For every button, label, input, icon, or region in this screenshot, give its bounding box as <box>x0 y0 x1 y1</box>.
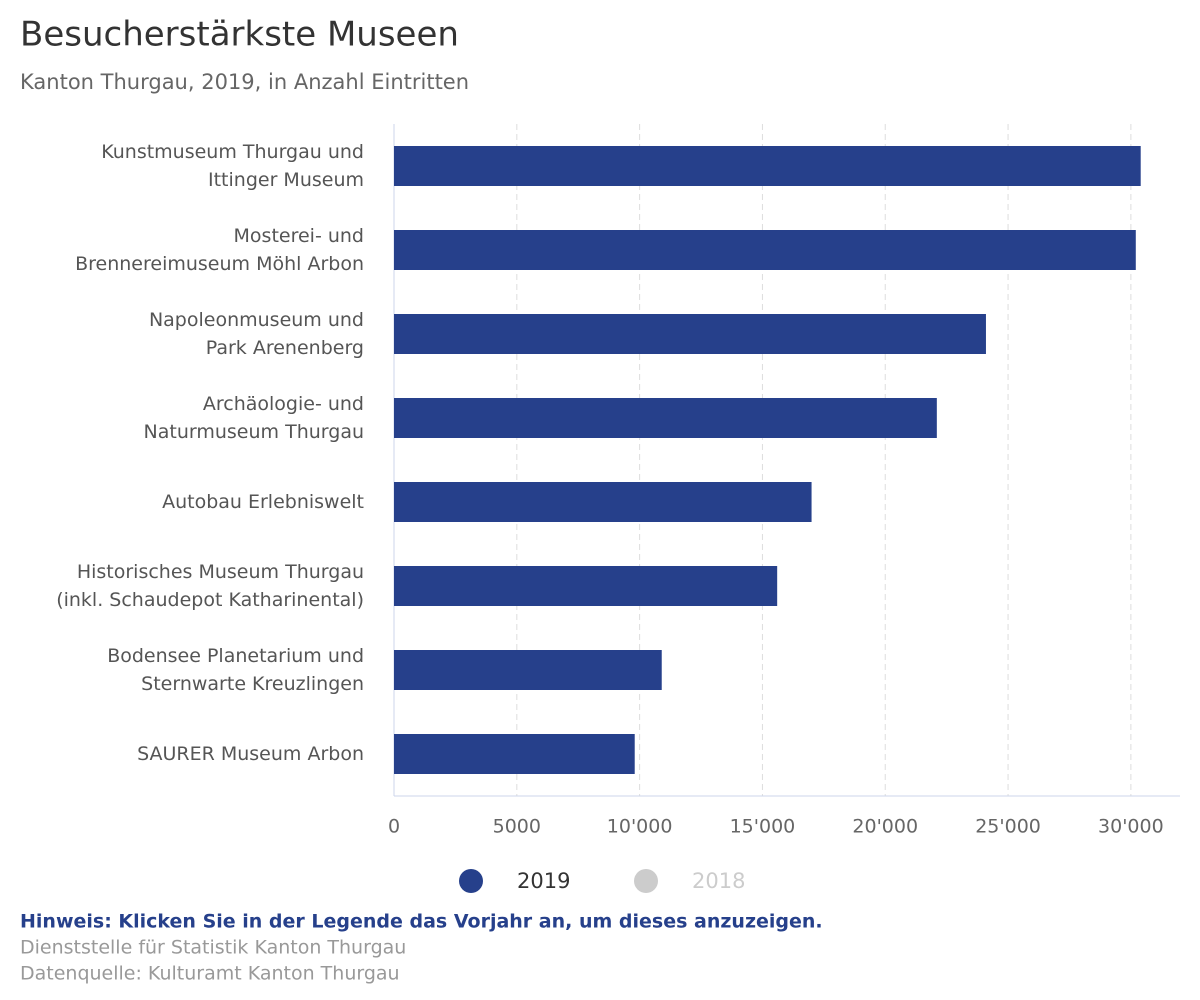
y-tick-label: Kunstmuseum Thurgau und Ittinger Museum <box>101 141 364 191</box>
bar <box>394 146 1141 186</box>
y-tick-label-line: Historisches Museum Thurgau <box>77 561 364 583</box>
y-tick-label: Napoleonmuseum und Park Arenenberg <box>149 309 364 359</box>
legend-label[interactable]: 2018 <box>692 869 745 893</box>
bar <box>394 566 778 606</box>
y-tick-label-line: Napoleonmuseum und <box>149 309 364 331</box>
x-tick-label: 20'000 <box>852 816 918 838</box>
y-tick-label-line: Park Arenenberg <box>206 337 364 359</box>
x-tick-label: 30'000 <box>1098 816 1164 838</box>
y-tick-label: Mosterei- und Brennereimuseum Möhl Arbon <box>75 225 364 275</box>
legend-marker[interactable] <box>459 869 483 893</box>
x-tick-label: 10'000 <box>607 816 673 838</box>
chart-subtitle: Kanton Thurgau, 2019, in Anzahl Eintritt… <box>20 70 469 94</box>
y-tick-label-line: (inkl. Schaudepot Katharinental) <box>56 589 364 611</box>
y-tick-label: Autobau Erlebniswelt <box>162 491 364 513</box>
bar <box>394 482 812 522</box>
y-tick-label: Historisches Museum Thurgau (inkl. Schaud… <box>56 561 364 611</box>
source: Datenquelle: Kulturamt Kanton Thurgau <box>20 963 400 985</box>
y-tick-label-line: Sternwarte Kreuzlingen <box>141 673 364 695</box>
y-tick-label-line: Archäologie- und <box>203 393 364 415</box>
y-tick-label: SAURER Museum Arbon <box>137 743 364 765</box>
chart-title: Besucherstärkste Museen <box>20 15 459 55</box>
bar <box>394 650 662 690</box>
x-tick-label: 0 <box>388 816 400 838</box>
bar <box>394 314 986 354</box>
bar <box>394 230 1136 270</box>
y-tick-label-line: SAURER Museum Arbon <box>137 743 364 765</box>
legend-marker[interactable] <box>634 869 658 893</box>
x-tick-label: 5000 <box>493 816 541 838</box>
legend-label[interactable]: 2019 <box>517 869 570 893</box>
y-tick-label-line: Bodensee Planetarium und <box>107 645 364 667</box>
y-tick-label: Bodensee Planetarium und Sternwarte Kreuz… <box>107 645 364 695</box>
bar <box>394 734 635 774</box>
y-tick-label-line: Kunstmuseum Thurgau und <box>101 141 364 163</box>
y-tick-label-line: Autobau Erlebniswelt <box>162 491 364 513</box>
x-tick-label: 15'000 <box>730 816 796 838</box>
y-tick-label-line: Brennereimuseum Möhl Arbon <box>75 253 364 275</box>
y-tick-label: Archäologie- und Naturmuseum Thurgau <box>144 393 364 443</box>
note: Hinweis: Klicken Sie in der Legende das … <box>20 911 823 933</box>
x-tick-label: 25'000 <box>975 816 1041 838</box>
y-tick-label-line: Ittinger Museum <box>208 169 364 191</box>
bar <box>394 398 937 438</box>
y-tick-label-line: Mosterei- und <box>234 225 364 247</box>
y-tick-label-line: Naturmuseum Thurgau <box>144 421 364 443</box>
source: Dienststelle für Statistik Kanton Thurga… <box>20 937 406 959</box>
